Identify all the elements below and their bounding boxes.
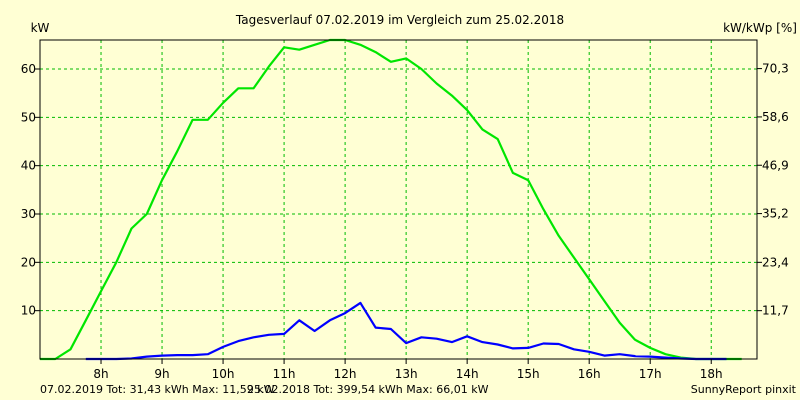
series-line-1 [85,301,727,361]
x-tick-label: 9h [154,367,169,381]
y-tick-label-right: 70,3 [762,62,789,76]
legend-series-1: 07.02.2019 Tot: 31,43 kWh Max: 11,59 kW [40,383,275,396]
x-tick-label: 13h [395,367,418,381]
chart-title: Tagesverlauf 07.02.2019 im Vergleich zum… [235,13,564,27]
grid [40,40,757,359]
plot-frame [39,39,758,360]
legend-series-2: 25.02.2018 Tot: 399,54 kWh Max: 66,01 kW [247,383,489,396]
series-line-2 [40,38,742,361]
x-tick-label: 14h [456,367,479,381]
x-tick-label: 8h [93,367,108,381]
x-tick-label: 12h [334,367,357,381]
y-tick-label-right: 46,9 [762,158,789,172]
x-tick-label: 15h [517,367,540,381]
x-tick-label: 10h [212,367,235,381]
x-tick-label: 18h [700,367,723,381]
tick-labels: 8h 9h 10h 11h 12h 13h 14h 15h 16h 17h 18h 10 20 30 40 5… [21,62,789,381]
x-tick-label: 11h [273,367,296,381]
y-tick-label-left: 30 [21,207,36,221]
y-tick-label-right: 35,2 [762,207,789,221]
y-tick-label-left: 40 [21,159,36,173]
y-tick-label-left: 60 [21,62,36,76]
y-tick-label-left: 20 [21,255,36,269]
y-tick-label-right: 11,7 [762,304,789,318]
y-tick-label-right: 58,6 [762,110,789,124]
x-tick-label: 16h [578,367,601,381]
y-axis-right-label: kW/kWp [%] [723,21,797,35]
credit-text: SunnyReport pinxit [691,383,797,396]
y-tick-label-left: 50 [21,110,36,124]
y-tick-label-right: 23,4 [762,255,789,269]
x-tick-label: 17h [639,367,662,381]
y-axis-left-label: kW [31,21,50,35]
y-tick-label-left: 10 [21,304,36,318]
series-group [40,38,742,361]
